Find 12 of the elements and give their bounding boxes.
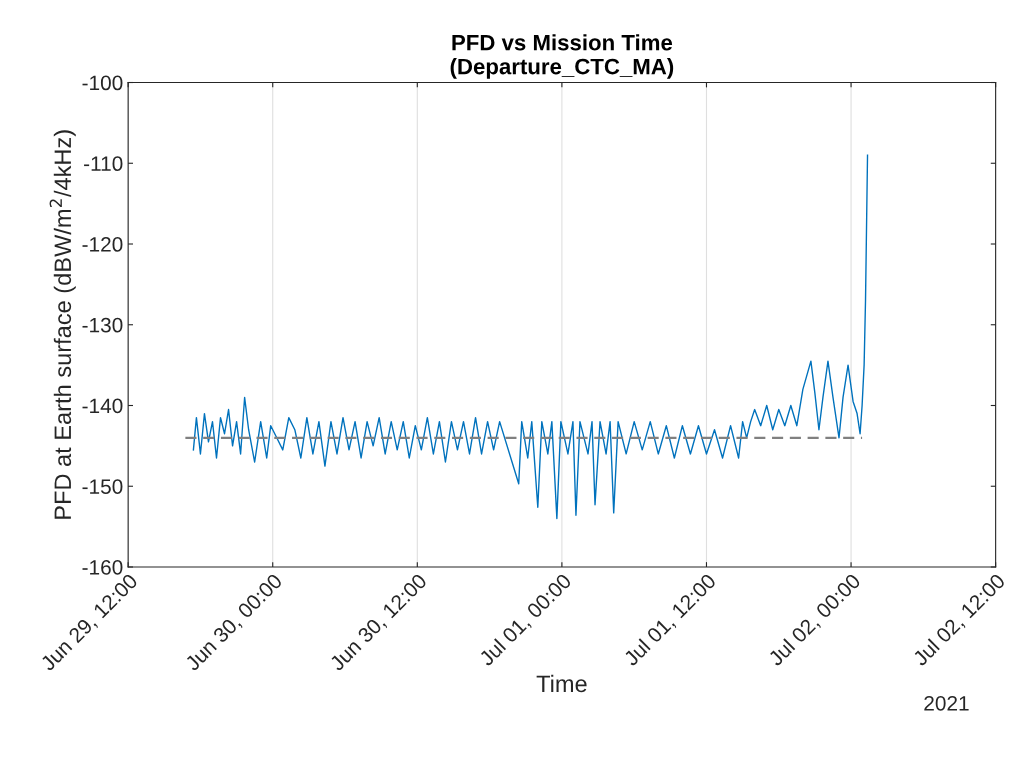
- x-axis-title: Time: [536, 674, 587, 693]
- y-tick-label: -110: [84, 156, 123, 172]
- y-tick-label: -120: [82, 237, 123, 252]
- y-axis-title: PFD at Earth surface (dBW/m$^{2}$/4kHz): [49, 130, 76, 519]
- text: 2021: [924, 695, 969, 711]
- y-tick-label: -160: [82, 559, 123, 575]
- y-tick-label: -140: [82, 398, 123, 414]
- line-series: [192, 154, 869, 520]
- y-tick-label: -100: [82, 75, 123, 91]
- chart-title: PFD vs Mission Time (Departure_CTC_MA): [450, 34, 674, 79]
- y-tick-label: -150: [82, 479, 123, 494]
- y-tick-label: -130: [82, 317, 123, 333]
